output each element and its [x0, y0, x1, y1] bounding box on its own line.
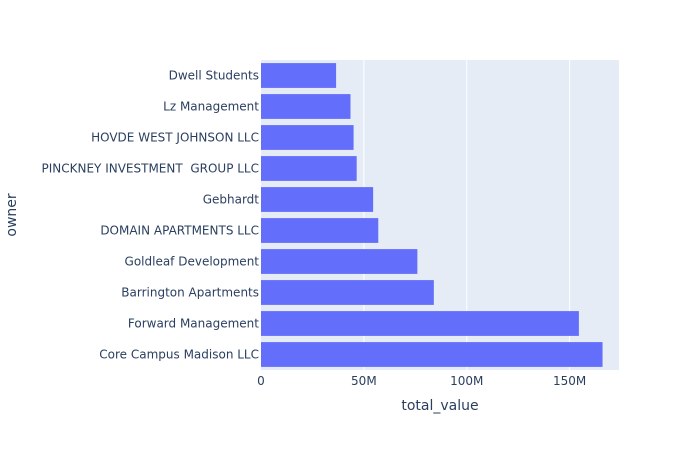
bar: [261, 218, 379, 243]
y-tick-label: Forward Management: [128, 317, 259, 331]
bars: [261, 63, 603, 367]
bar: [261, 249, 418, 274]
bar: [261, 187, 374, 212]
y-tick-label: Core Campus Madison LLC: [99, 348, 259, 362]
bar: [261, 94, 351, 119]
y-tick-label: HOVDE WEST JOHNSON LLC: [91, 131, 259, 145]
x-tick-label: 150M: [553, 374, 586, 388]
y-tick-labels: Dwell Students Lz Management HOVDE WEST JO…: [42, 69, 260, 362]
bar: [261, 280, 434, 305]
bar: [261, 311, 579, 336]
y-tick-label: Barrington Apartments: [121, 286, 259, 300]
x-tick-label: 50M: [351, 374, 377, 388]
bar: [261, 156, 357, 181]
y-tick-label: PINCKNEY INVESTMENT GROUP LLC: [42, 162, 260, 176]
y-axis-title: owner: [4, 193, 20, 237]
y-tick-label: Goldleaf Development: [125, 255, 260, 269]
bar: [261, 342, 603, 367]
x-tick-label: 0: [257, 374, 265, 388]
y-tick-label: Dwell Students: [169, 69, 259, 83]
y-tick-label: DOMAIN APARTMENTS LLC: [100, 224, 259, 238]
x-axis-title: total_value: [401, 398, 478, 414]
bar: [261, 125, 354, 150]
bar: [261, 63, 337, 88]
y-tick-label: Lz Management: [163, 100, 259, 114]
y-tick-label: Gebhardt: [203, 193, 260, 207]
x-tick-labels: 0 50M 100M 150M: [257, 374, 586, 388]
x-tick-label: 100M: [450, 374, 483, 388]
